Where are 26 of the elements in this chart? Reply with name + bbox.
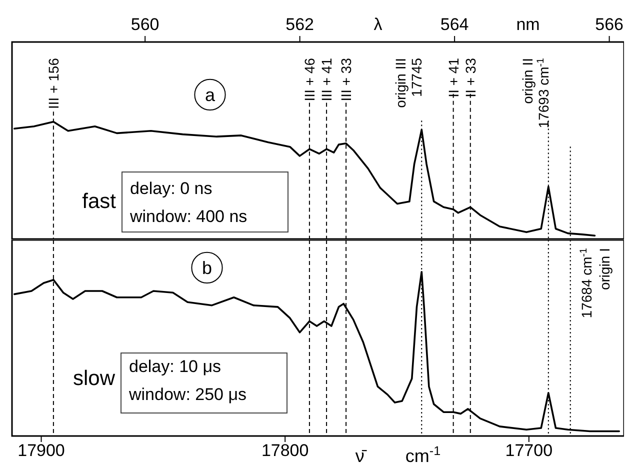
x-axis-title: ν̄ cm$^{-1}$: [355, 444, 441, 466]
text: nm: [516, 15, 540, 34]
annotation: b: [202, 258, 212, 278]
x2-tick-label: 566: [595, 15, 624, 34]
x2-tick-label: 564: [440, 15, 469, 34]
text: a: [204, 85, 216, 105]
x2-tick-label: 562: [286, 15, 314, 34]
annotation: delay: 0 ns: [130, 179, 212, 198]
annotation: slow: [72, 367, 116, 390]
x-tick-label: 17900: [18, 441, 65, 460]
ref-line-label: 17684 cm$^{-1}$ origin I: [578, 248, 612, 318]
annotation: fast: [82, 190, 116, 213]
ref-line-label: III + 33: [338, 58, 354, 102]
ref-line-label: III + 156: [45, 58, 62, 109]
x-tick-label: 17700: [505, 441, 553, 460]
ref-line-label: II + 41: [445, 58, 462, 98]
ref-line-label: III + 41: [318, 58, 335, 102]
annotation: window: 400 ns: [129, 207, 248, 226]
annotation: delay: 10 μs: [129, 357, 222, 376]
annotation: window: 250 μs: [128, 385, 247, 404]
x-tick-label: 17800: [261, 441, 309, 460]
ref-line-label: III + 46: [301, 58, 318, 102]
ref-line-label: origin III 17745: [392, 58, 425, 108]
ref-line-label: II + 33: [462, 58, 478, 98]
x2-axis-title: λ: [374, 15, 383, 34]
x2-tick-label: 560: [130, 15, 160, 34]
